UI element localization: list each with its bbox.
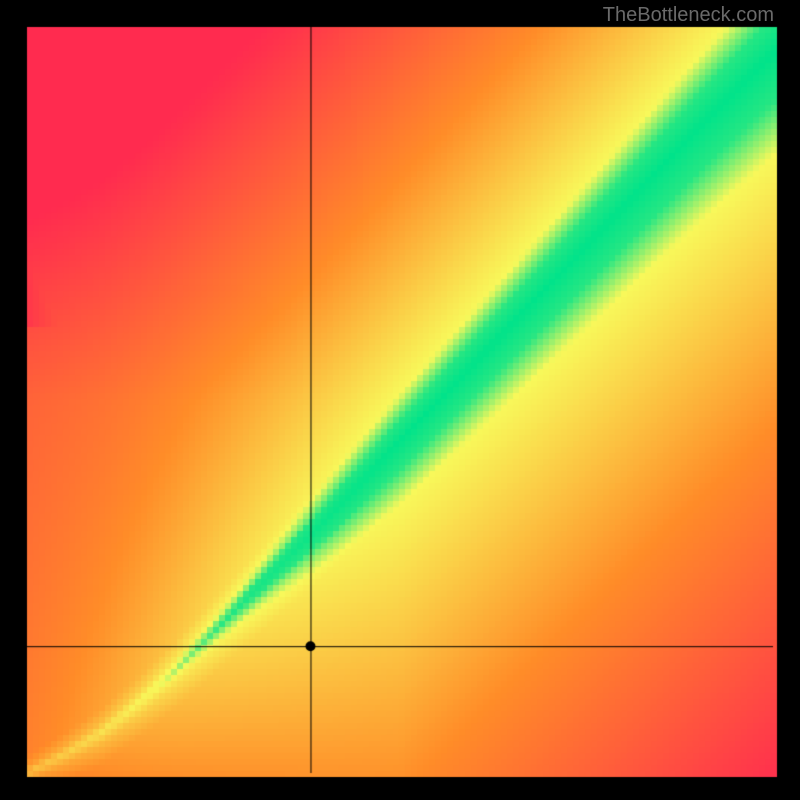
bottleneck-heatmap xyxy=(0,0,800,800)
watermark-text: TheBottleneck.com xyxy=(603,4,774,27)
